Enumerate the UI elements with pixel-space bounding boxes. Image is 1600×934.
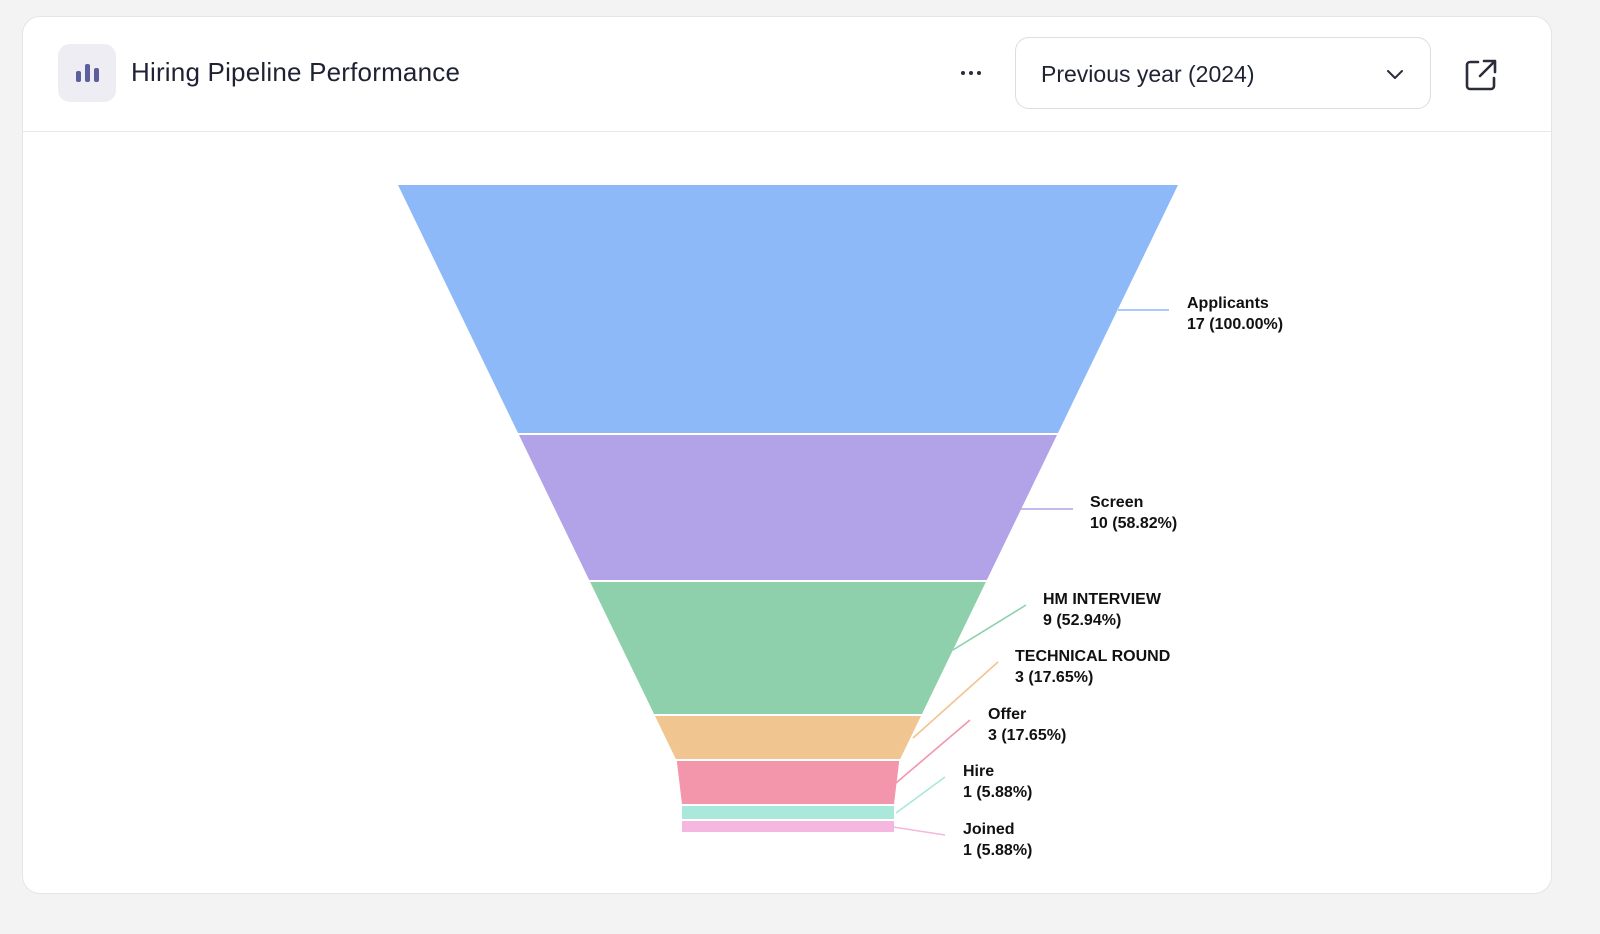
external-link-icon[interactable] [1461, 55, 1501, 95]
chevron-down-icon [1387, 70, 1403, 79]
page-title: Hiring Pipeline Performance [131, 57, 461, 87]
funnel-label-name: TECHNICAL ROUND [1015, 648, 1170, 665]
funnel-leader-line [895, 776, 946, 814]
funnel-label-value: 17 (100.00%) [1187, 316, 1283, 333]
bar-chart-icon [58, 44, 116, 102]
funnel-leader-line [895, 719, 971, 784]
funnel-label-value: 1 (5.88%) [963, 842, 1032, 859]
funnel-label-name: Hire [963, 763, 994, 780]
funnel-segment-screen[interactable] [519, 435, 1057, 580]
funnel-leader-line [952, 604, 1027, 651]
period-select-value: Previous year (2024) [1041, 61, 1255, 87]
funnel-label-value: 1 (5.88%) [963, 784, 1032, 801]
funnel-segment-hire[interactable] [682, 806, 894, 819]
funnel-chart: Applicants 17 (100.00%) Screen 10 (58.82%) H… [398, 185, 1283, 859]
funnel-label-name: Offer [988, 706, 1026, 723]
funnel-label-value: 9 (52.94%) [1043, 612, 1121, 629]
funnel-segment-hm-interview[interactable] [590, 582, 986, 714]
funnel-label-name: Screen [1090, 494, 1143, 511]
funnel-card: Hiring Pipeline Performance Previous yea… [22, 16, 1552, 894]
funnel-label-name: Joined [963, 821, 1015, 838]
funnel-label-value: 3 (17.65%) [988, 727, 1066, 744]
funnel-label-value: 10 (58.82%) [1090, 515, 1177, 532]
funnel-segment-applicants[interactable] [398, 185, 1178, 433]
period-select[interactable]: Previous year (2024) [1015, 37, 1431, 109]
funnel-label-value: 3 (17.65%) [1015, 669, 1093, 686]
funnel-label-name: HM INTERVIEW [1043, 591, 1162, 608]
funnel-segment-offer[interactable] [676, 761, 900, 804]
funnel-leader-line [912, 661, 999, 739]
funnel-segment-joined[interactable] [682, 821, 894, 832]
funnel-segment-technical-round[interactable] [655, 716, 921, 759]
more-options-button[interactable] [948, 55, 994, 91]
funnel-label-name: Applicants [1187, 295, 1269, 312]
card-header: Hiring Pipeline Performance Previous yea… [23, 17, 1551, 132]
funnel-leader-line [892, 826, 946, 836]
more-horizontal-icon [961, 71, 965, 75]
